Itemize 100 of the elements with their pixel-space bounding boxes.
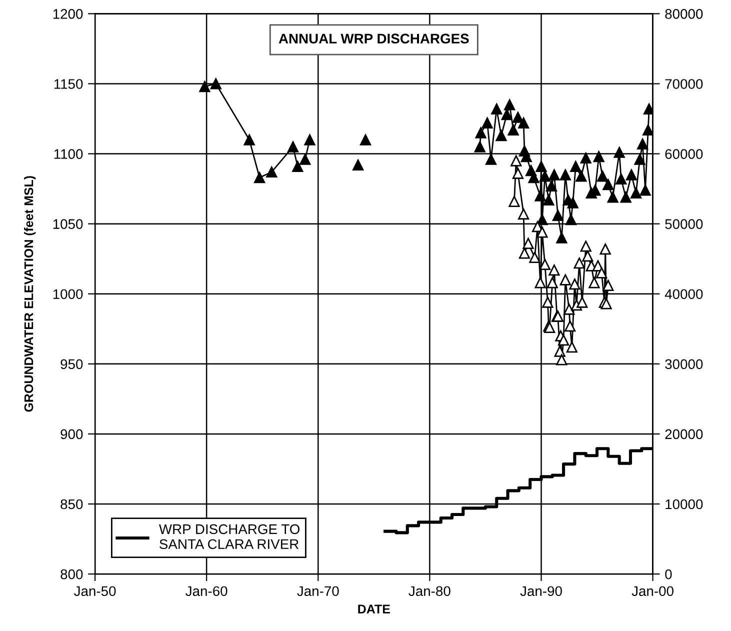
point <box>588 277 600 288</box>
point <box>543 194 554 206</box>
point <box>564 304 575 315</box>
point <box>607 192 618 203</box>
y-tick-label: 950 <box>60 359 83 370</box>
point <box>292 160 304 172</box>
point <box>602 179 614 190</box>
text: ANNUAL WRP DISCHARGES <box>278 34 469 44</box>
point <box>496 130 507 142</box>
y-tick-label: 1000 <box>53 289 83 300</box>
point <box>485 154 497 165</box>
point <box>518 248 530 259</box>
y2-tick-label: 30000 <box>665 359 703 370</box>
point <box>529 252 540 263</box>
y-tick-label: 1150 <box>54 79 83 89</box>
point <box>546 180 557 192</box>
point <box>539 258 550 270</box>
y-tick-label: 1100 <box>54 149 83 159</box>
point <box>596 170 608 182</box>
point <box>634 154 646 165</box>
point <box>576 296 588 308</box>
point <box>558 334 570 346</box>
point <box>602 280 614 292</box>
point <box>630 187 642 199</box>
x-tick-label: Jan-60 <box>186 586 228 596</box>
y2-tick-label: 80000 <box>665 9 703 19</box>
point <box>534 277 546 288</box>
point <box>475 127 486 138</box>
point <box>536 214 548 226</box>
point <box>570 160 582 172</box>
x-tick-label: Jan-50 <box>74 586 116 596</box>
point <box>548 264 560 276</box>
point <box>574 257 585 269</box>
point <box>546 277 558 288</box>
point <box>287 141 299 152</box>
point <box>482 117 493 129</box>
y2-tick-label: 40000 <box>664 289 703 300</box>
point <box>620 192 632 203</box>
y-tick-label: 1050 <box>53 219 83 229</box>
point <box>552 210 564 221</box>
y-tick-label: 800 <box>60 569 83 580</box>
point <box>565 214 577 226</box>
point <box>210 78 222 90</box>
y2-tick-label: 50000 <box>665 219 703 229</box>
point <box>616 173 627 185</box>
y-tick-label: 1200 <box>53 9 83 19</box>
y2-tick-label: 20000 <box>665 429 703 440</box>
x-tick-label: Jan-70 <box>297 586 339 596</box>
point <box>304 134 316 146</box>
point <box>554 346 566 357</box>
point <box>596 267 608 278</box>
point <box>582 250 594 262</box>
point <box>556 232 568 244</box>
point <box>640 184 651 196</box>
point <box>556 354 568 366</box>
point <box>518 117 530 129</box>
point <box>542 296 554 308</box>
point <box>508 196 520 207</box>
point <box>566 342 578 353</box>
point <box>244 134 255 146</box>
point <box>534 190 546 202</box>
point <box>600 243 611 255</box>
point <box>254 172 266 184</box>
x-tick-label: Jan-90 <box>520 586 562 596</box>
point <box>567 197 578 208</box>
point <box>504 99 516 110</box>
y-tick-label: 850 <box>60 499 83 510</box>
x-axis-title: DATE <box>358 604 390 614</box>
point <box>642 124 653 136</box>
point <box>266 166 278 178</box>
point <box>539 170 550 182</box>
point <box>548 169 560 180</box>
point <box>508 124 519 136</box>
point <box>474 141 486 152</box>
point <box>569 278 580 290</box>
y2-tick-label: 0 <box>665 569 672 580</box>
point <box>637 138 648 150</box>
point <box>593 151 604 162</box>
x-tick-label: Jan-00 <box>632 586 674 596</box>
y-axis-title: GROUNDWATER ELEVATION (feet MSL) <box>24 176 36 412</box>
point <box>536 160 547 172</box>
point <box>518 208 530 220</box>
point <box>564 320 576 332</box>
point <box>501 108 512 120</box>
point <box>560 274 571 286</box>
point <box>626 169 637 180</box>
point <box>614 146 625 158</box>
point <box>510 155 522 166</box>
point <box>536 226 548 238</box>
y-tick-label: 900 <box>60 429 83 440</box>
point <box>522 238 534 249</box>
point <box>360 134 372 146</box>
point <box>491 103 502 115</box>
y2-tick-label: 60000 <box>665 149 703 159</box>
point <box>560 169 571 180</box>
point <box>580 240 592 252</box>
y2-tick-label: 70000 <box>665 79 703 89</box>
point <box>576 170 587 182</box>
point <box>512 112 524 123</box>
point <box>512 168 524 179</box>
